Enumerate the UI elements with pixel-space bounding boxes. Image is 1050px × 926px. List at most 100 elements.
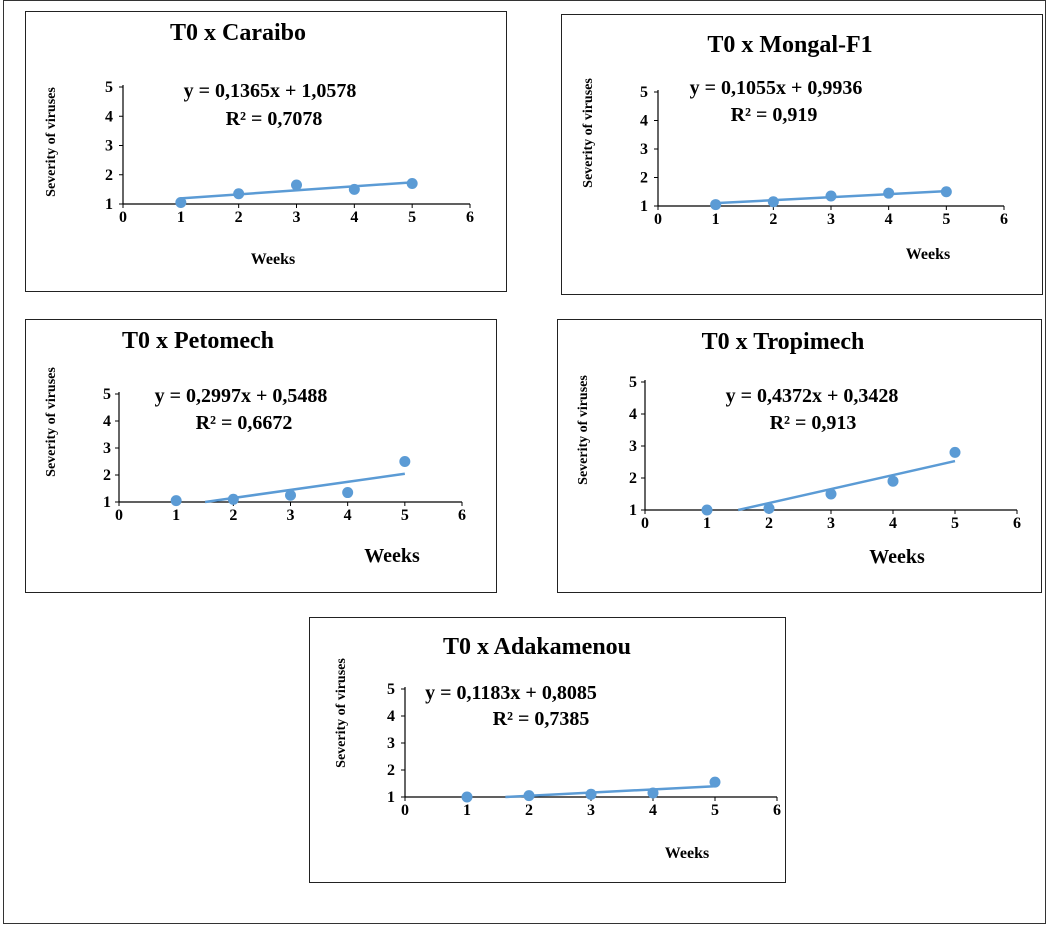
y-tick-label: 3 (387, 735, 395, 752)
chart-panel-petomech: T0 x Petomech y = 0,2997x + 0,5488 R² = … (25, 319, 497, 593)
chart-equation: y = 0,1365x + 1,0578 (184, 80, 357, 102)
data-point (825, 488, 837, 500)
data-point (233, 188, 245, 200)
data-point (710, 199, 722, 211)
data-point (585, 788, 597, 800)
chart-title: T0 x Adakamenou (443, 634, 631, 660)
chart-panel-mongal-f1: T0 x Mongal-F1 y = 0,1055x + 0,9936 R² =… (561, 14, 1043, 295)
x-tick-label: 5 (401, 507, 409, 524)
y-tick-label: 5 (640, 84, 648, 101)
chart-title: T0 x Tropimech (702, 329, 865, 355)
x-tick-label: 4 (889, 515, 897, 532)
x-tick-label: 4 (344, 507, 352, 524)
y-tick-label: 3 (105, 138, 113, 155)
y-tick-label: 5 (105, 79, 113, 96)
data-point (883, 187, 895, 199)
chart-svg-caraibo: T0 x Caraibo y = 0,1365x + 1,0578 R² = 0… (44, 20, 474, 268)
y-tick-label: 4 (629, 406, 637, 423)
x-tick-label: 1 (712, 211, 720, 228)
y-tick-label: 4 (103, 413, 111, 430)
trendline (505, 784, 716, 799)
trendline (737, 459, 956, 512)
x-tick-label: 3 (287, 507, 295, 524)
x-tick-label: 2 (235, 209, 243, 226)
data-point (523, 790, 535, 802)
x-tick-label: 2 (769, 211, 777, 228)
data-point (763, 502, 775, 514)
chart-equation: y = 0,4372x + 0,3428 (726, 385, 899, 407)
x-tick-label: 0 (115, 507, 123, 524)
y-tick-label: 4 (105, 108, 113, 125)
x-axis-label: Weeks (906, 246, 950, 263)
chart-r2: R² = 0,7078 (226, 108, 323, 130)
chart-svg-tropimech: T0 x Tropimech y = 0,4372x + 0,3428 R² =… (576, 329, 1021, 568)
data-point (399, 456, 411, 467)
y-tick-label: 5 (103, 386, 111, 403)
chart-svg-mongal-f1: T0 x Mongal-F1 y = 0,1055x + 0,9936 R² =… (581, 32, 1008, 263)
x-tick-label: 5 (711, 802, 719, 819)
data-point (175, 197, 187, 209)
x-tick-label: 2 (525, 802, 533, 819)
chart-panel-tropimech: T0 x Tropimech y = 0,4372x + 0,3428 R² =… (557, 319, 1042, 593)
data-point (348, 183, 360, 195)
y-tick-label: 3 (629, 438, 637, 455)
chart-equation: y = 0,2997x + 0,5488 (155, 385, 328, 407)
y-tick-label: 2 (105, 167, 113, 184)
x-tick-label: 4 (649, 802, 657, 819)
chart-panel-adakamenou: T0 x Adakamenou y = 0,1183x + 0,8085 R² … (309, 617, 786, 883)
data-point (285, 489, 296, 501)
data-point (342, 487, 354, 499)
x-tick-label: 0 (401, 802, 409, 819)
x-tick-label: 6 (458, 507, 466, 524)
x-tick-label: 0 (654, 211, 662, 228)
chart-title: T0 x Petomech (122, 328, 274, 354)
y-tick-label: 1 (387, 789, 395, 806)
x-tick-label: 6 (773, 802, 781, 819)
data-point (291, 179, 302, 191)
x-axis-label: Weeks (251, 251, 295, 268)
x-tick-label: 3 (293, 209, 301, 226)
y-tick-label: 1 (103, 494, 111, 511)
y-axis-label: Severity of viruses (44, 87, 59, 197)
data-point (825, 190, 837, 202)
data-point (701, 504, 713, 516)
y-tick-label: 3 (640, 141, 648, 158)
x-tick-label: 0 (641, 515, 649, 532)
data-point (949, 446, 961, 458)
y-axis-label: Severity of viruses (334, 658, 349, 768)
x-tick-label: 6 (466, 209, 474, 226)
data-point (887, 475, 899, 487)
y-tick-label: 4 (640, 113, 648, 130)
chart-r2: R² = 0,6672 (196, 412, 293, 434)
x-tick-label: 4 (885, 211, 893, 228)
chart-title: T0 x Caraibo (170, 20, 306, 46)
data-point (709, 776, 721, 788)
chart-svg-petomech: T0 x Petomech y = 0,2997x + 0,5488 R² = … (44, 328, 466, 567)
x-tick-label: 5 (951, 515, 959, 532)
x-tick-label: 6 (1000, 211, 1008, 228)
x-axis-label: Weeks (364, 545, 420, 567)
y-tick-label: 1 (629, 502, 637, 519)
y-tick-label: 5 (387, 681, 395, 698)
data-point (647, 787, 659, 799)
x-tick-label: 4 (350, 209, 358, 226)
x-axis-label: Weeks (869, 546, 925, 568)
x-tick-label: 3 (827, 515, 835, 532)
y-tick-label: 5 (629, 374, 637, 391)
y-tick-label: 1 (105, 196, 113, 213)
y-tick-label: 1 (640, 198, 648, 215)
y-axis-label: Severity of viruses (581, 78, 596, 188)
data-point (227, 493, 239, 505)
chart-svg-adakamenou: T0 x Adakamenou y = 0,1183x + 0,8085 R² … (334, 634, 781, 862)
chart-title: T0 x Mongal-F1 (707, 32, 872, 58)
x-tick-label: 1 (703, 515, 711, 532)
chart-equation: y = 0,1055x + 0,9936 (690, 77, 863, 99)
y-tick-label: 2 (640, 170, 648, 187)
x-tick-label: 1 (172, 507, 180, 524)
data-point (406, 178, 418, 190)
y-tick-label: 2 (387, 762, 395, 779)
